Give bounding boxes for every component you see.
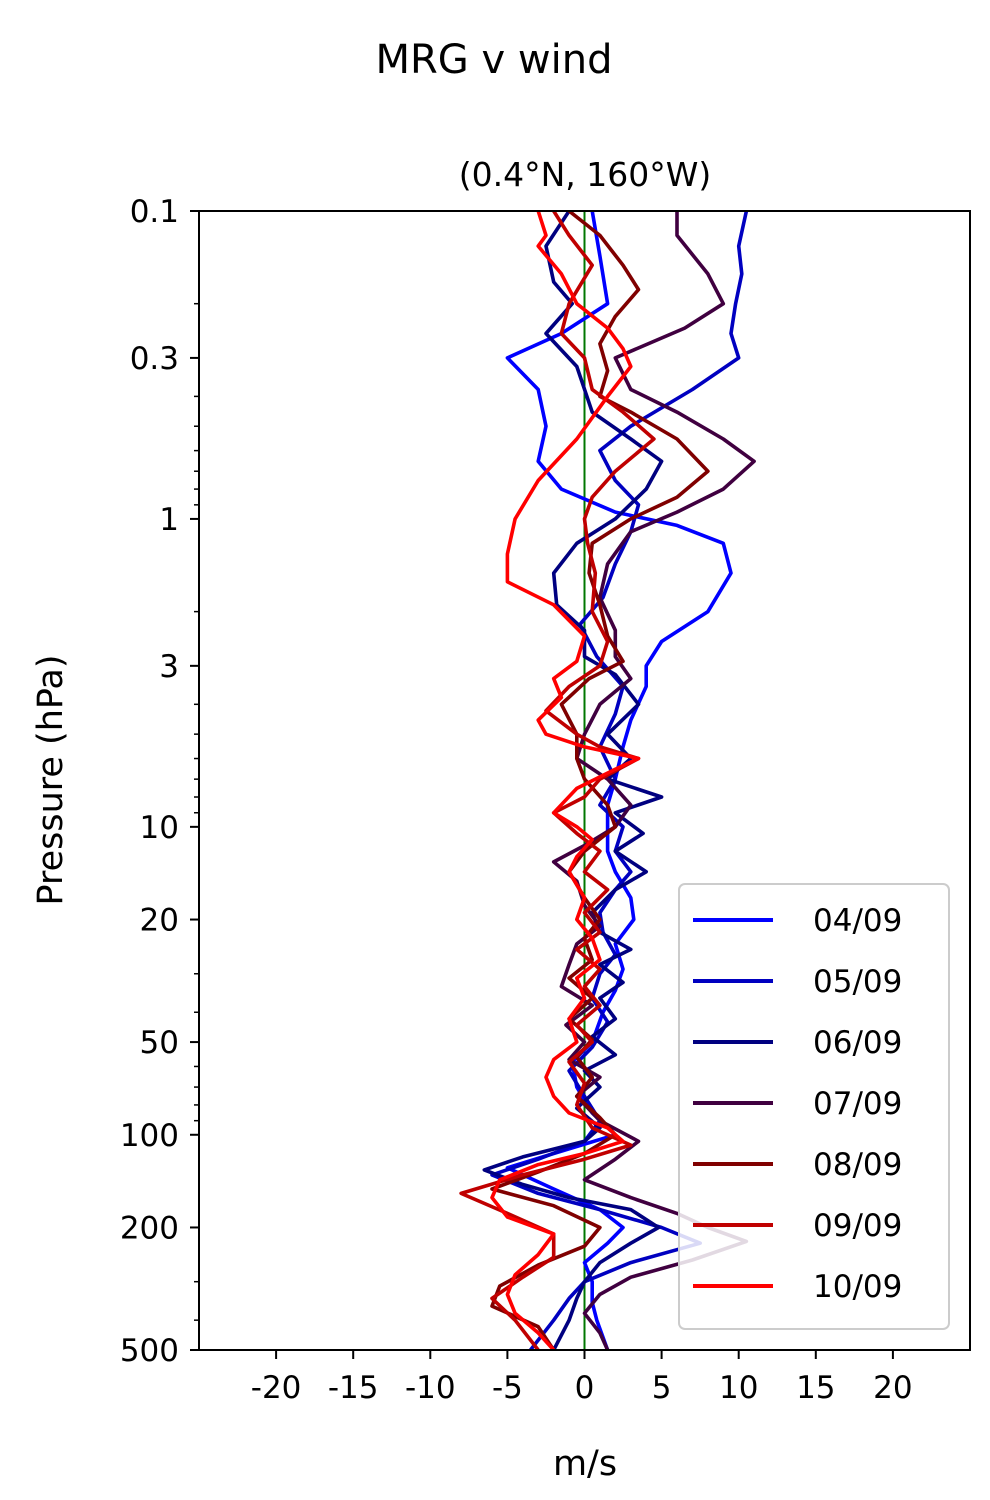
x-tick-label: 5 (652, 1370, 672, 1406)
legend-entry-label: 08/09 (813, 1147, 902, 1183)
y-tick-label: 1 (159, 502, 179, 538)
y-tick-label: 3 (159, 649, 179, 685)
series-layer (459, 211, 756, 1350)
chart-suptitle: MRG v wind (376, 37, 613, 83)
x-tick-label: -15 (328, 1370, 379, 1406)
legend: 04/09 05/09 06/09 07/09 08/09 09/09 10/09 (678, 883, 950, 1330)
y-tick-label: 200 (120, 1210, 179, 1246)
x-tick-label: 10 (719, 1370, 758, 1406)
series-line-06-09 (482, 211, 664, 1350)
y-tick-label: 10 (140, 810, 179, 846)
x-axis-label: m/s (553, 1444, 617, 1484)
legend-entry-label: 09/09 (813, 1208, 902, 1244)
series-line-05-09 (490, 211, 749, 1350)
y-tick-label: 0.1 (130, 194, 179, 230)
series-line-07-09 (551, 211, 756, 1350)
y-axis: 0.1 0.3 1 3 10 20 50 100 200 500 (120, 194, 199, 1369)
legend-entry-label: 10/09 (813, 1269, 902, 1305)
y-axis-label: Pressure (hPa) (31, 654, 71, 905)
series-line-10-09 (490, 211, 641, 1350)
legend-entry-label: 05/09 (813, 964, 902, 1000)
x-tick-label: -5 (492, 1370, 523, 1406)
y-tick-label: 500 (120, 1333, 179, 1369)
x-tick-label: 20 (873, 1370, 912, 1406)
legend-frame (678, 883, 950, 1330)
y-tick-label: 0.3 (130, 341, 179, 377)
series-line-08-09 (490, 211, 710, 1350)
y-tick-label: 100 (120, 1118, 179, 1154)
chart-title: (0.4°N, 160°W) (459, 155, 712, 194)
legend-entry-label: 04/09 (813, 903, 902, 939)
x-tick-label: -20 (251, 1370, 302, 1406)
y-tick-label: 20 (140, 903, 179, 939)
x-tick-label: 0 (575, 1370, 595, 1406)
x-axis: -20 -15 -10 -5 0 5 10 15 20 (251, 1350, 913, 1406)
x-tick-label: -10 (405, 1370, 456, 1406)
x-tick-label: 15 (796, 1370, 835, 1406)
legend-entry-label: 06/09 (813, 1025, 902, 1061)
legend-entry-label: 07/09 (813, 1086, 902, 1122)
y-tick-label: 50 (140, 1025, 179, 1061)
